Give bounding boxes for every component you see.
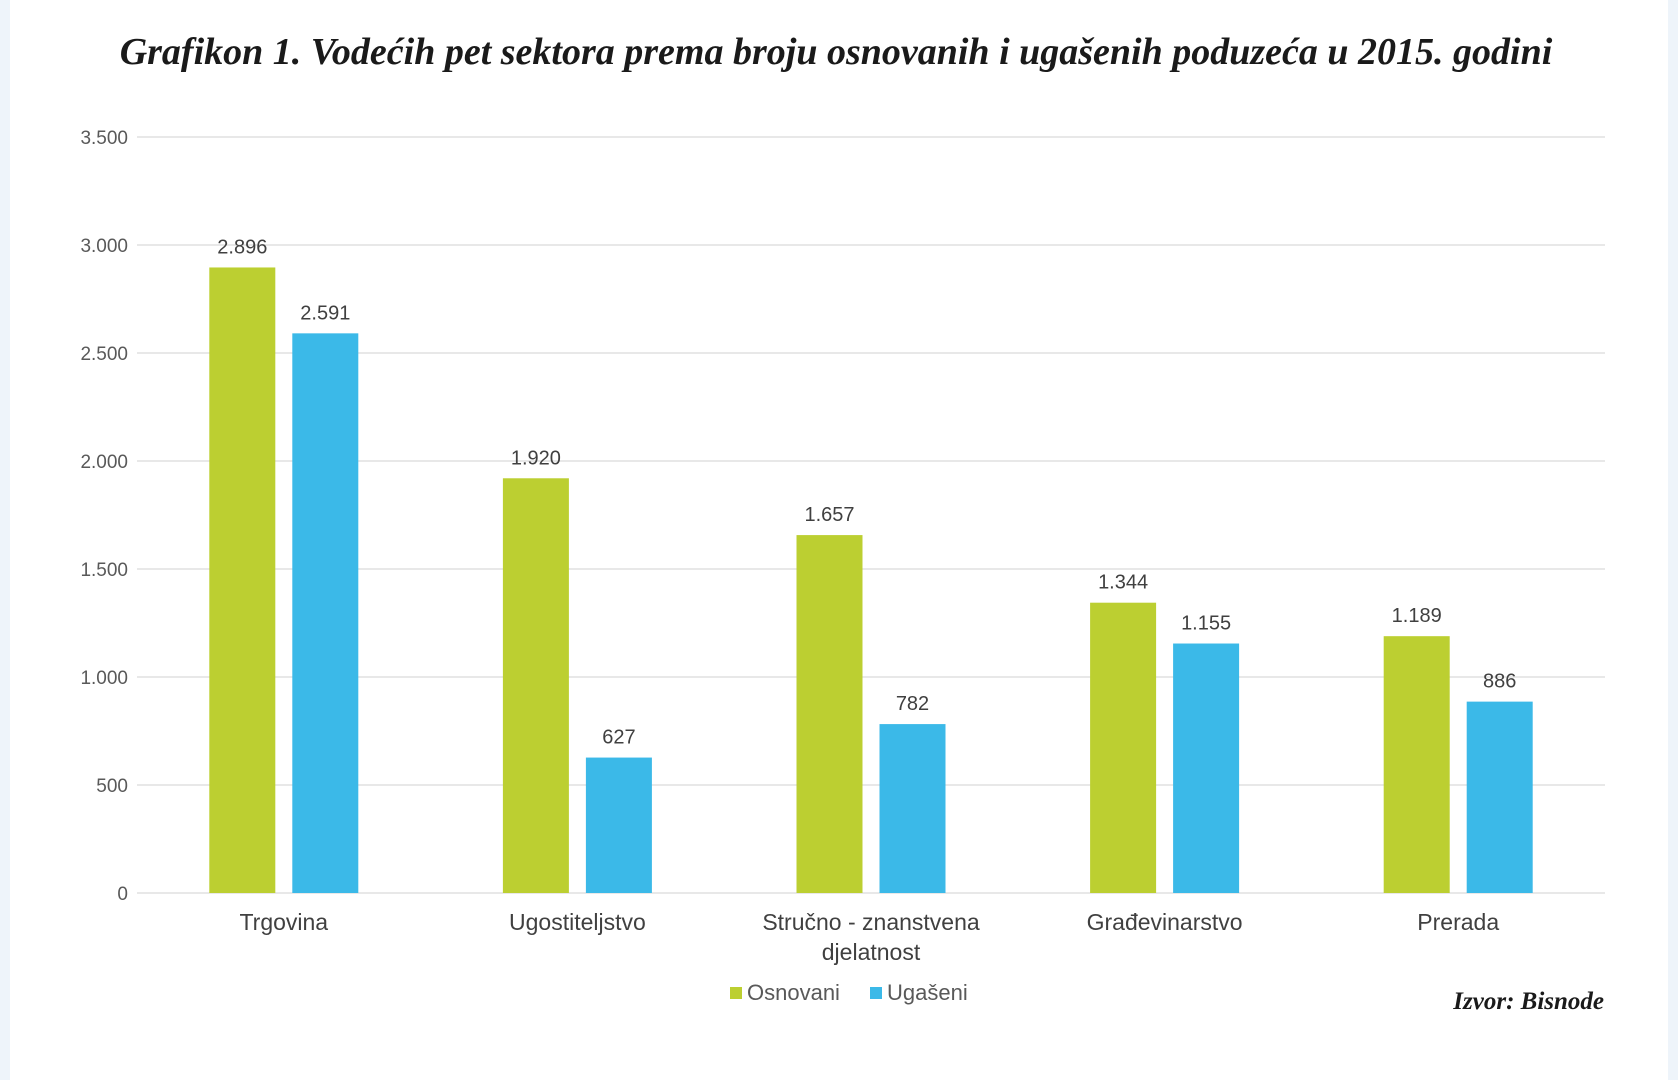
data-label: 1.155 <box>1181 613 1231 635</box>
data-label: 1.920 <box>511 447 561 469</box>
data-label: 886 <box>1483 671 1516 693</box>
legend-label-osnovani: Osnovani <box>747 980 840 1005</box>
data-label: 782 <box>896 693 929 715</box>
y-tick-label: 2.000 <box>80 452 128 473</box>
legend-swatch-ugašeni <box>870 987 882 999</box>
bar-osnovani <box>1090 602 1157 893</box>
data-label: 2.591 <box>300 302 350 324</box>
chart: Grafikon 1. Vodećih pet sektora prema br… <box>80 31 1605 1015</box>
bar-ugašeni <box>585 757 652 893</box>
category-label: Građevinarstvo <box>1087 909 1243 935</box>
data-label: 1.189 <box>1392 605 1442 627</box>
data-label: 2.896 <box>217 236 267 258</box>
legend-swatch-osnovani <box>730 987 742 999</box>
category-label: Prerada <box>1417 909 1499 935</box>
category-label: djelatnost <box>822 939 921 965</box>
legend-label-ugašeni: Ugašeni <box>887 980 968 1005</box>
bar-osnovani <box>796 535 863 893</box>
bar-ugašeni <box>1173 643 1240 893</box>
gridlines <box>137 136 1605 894</box>
chart-title: Grafikon 1. Vodećih pet sektora prema br… <box>120 31 1553 73</box>
x-axis-categories: Trgovina Ugostiteljstvo Stručno - znanstve… <box>239 909 1499 965</box>
data-label: 1.344 <box>1098 572 1148 594</box>
category-label: Stručno - znanstvena <box>762 909 980 935</box>
y-tick-label: 3.000 <box>80 236 128 257</box>
bar-osnovani <box>1383 636 1450 893</box>
bars <box>209 267 1533 893</box>
bar-osnovani <box>209 267 276 893</box>
data-labels: 2.896 1.920 1.657 1.344 1.189 2.591 627 782 1.15… <box>217 236 1516 748</box>
data-label: 627 <box>602 727 635 749</box>
y-tick-label: 1.000 <box>80 668 128 689</box>
y-tick-label: 2.500 <box>80 344 128 365</box>
bar-ugašeni <box>292 333 359 893</box>
y-tick-label: 1.500 <box>80 560 128 581</box>
data-label: 1.657 <box>804 504 854 526</box>
y-tick-label: 0 <box>117 884 128 905</box>
legend: Osnovani Ugašeni <box>730 980 968 1005</box>
category-label: Trgovina <box>239 909 328 935</box>
bar-ugašeni <box>879 724 946 893</box>
y-axis-ticks: 0 500 1.000 1.500 2.000 2.500 3.000 3.500 <box>80 128 128 905</box>
y-tick-label: 3.500 <box>80 128 128 149</box>
category-label: Ugostiteljstvo <box>509 909 646 935</box>
chart-frame: Grafikon 1. Vodećih pet sektora prema br… <box>10 0 1668 1080</box>
bar-ugašeni <box>1466 701 1533 893</box>
bar-osnovani <box>502 478 569 893</box>
y-tick-label: 500 <box>96 776 128 797</box>
source-note: Izvor: Bisnode <box>1452 988 1604 1015</box>
